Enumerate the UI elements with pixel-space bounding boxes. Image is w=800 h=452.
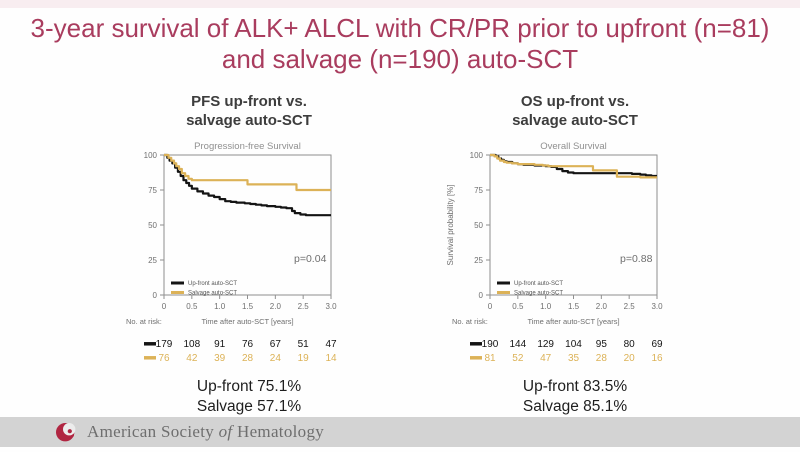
svg-text:Time after auto-SCT [years]: Time after auto-SCT [years] xyxy=(201,317,293,326)
os-kaplan-meier-chart: Overall Survival Survival probability [%]… xyxy=(446,141,663,364)
svg-text:47: 47 xyxy=(540,353,552,364)
pfs-chart-block: PFS up-front vs. salvage auto-SCT Progre… xyxy=(114,92,384,417)
svg-text:50: 50 xyxy=(474,221,483,230)
svg-text:0: 0 xyxy=(479,291,484,300)
top-accent-strip xyxy=(0,0,800,8)
pfs-chart-heading: PFS up-front vs. salvage auto-SCT xyxy=(114,92,384,130)
os-chart-block: OS up-front vs. salvage auto-SCT Overall… xyxy=(440,92,710,417)
svg-text:1.0: 1.0 xyxy=(214,302,226,311)
slide-title-line1: 3-year survival of ALK+ ALCL with CR/PR … xyxy=(30,13,770,43)
svg-text:0: 0 xyxy=(162,302,167,311)
svg-text:p=0.88: p=0.88 xyxy=(620,253,653,265)
svg-text:Salvage auto-SCT: Salvage auto-SCT xyxy=(514,291,563,297)
svg-text:100: 100 xyxy=(470,151,484,160)
svg-text:35: 35 xyxy=(568,353,580,364)
pfs-summary-salvage: Salvage 57.1% xyxy=(196,398,302,415)
svg-text:25: 25 xyxy=(474,256,483,265)
pfs-summary-upfront: Up-front 75.1% xyxy=(196,378,302,395)
svg-text:190: 190 xyxy=(482,339,499,350)
svg-text:Progression-free Survival: Progression-free Survival xyxy=(194,141,301,152)
svg-text:75: 75 xyxy=(148,186,157,195)
ash-footer-band: American Society of Hematology xyxy=(0,417,800,447)
svg-text:p=0.04: p=0.04 xyxy=(294,253,327,265)
slide-title: 3-year survival of ALK+ ALCL with CR/PR … xyxy=(0,13,800,75)
svg-text:95: 95 xyxy=(596,339,608,350)
svg-text:80: 80 xyxy=(624,339,636,350)
svg-text:3.0: 3.0 xyxy=(325,302,337,311)
svg-text:144: 144 xyxy=(509,339,526,350)
pfs-heading-line2: salvage auto-SCT xyxy=(186,112,312,129)
svg-text:75: 75 xyxy=(474,186,483,195)
svg-text:81: 81 xyxy=(484,353,496,364)
svg-text:14: 14 xyxy=(325,353,337,364)
svg-text:1.5: 1.5 xyxy=(242,302,254,311)
os-summary: Up-front 83.5% Salvage 85.1% xyxy=(440,377,710,417)
svg-text:76: 76 xyxy=(242,339,254,350)
svg-text:20: 20 xyxy=(624,353,636,364)
svg-text:91: 91 xyxy=(214,339,226,350)
svg-text:2.5: 2.5 xyxy=(624,302,636,311)
svg-text:47: 47 xyxy=(325,339,337,350)
svg-text:3.0: 3.0 xyxy=(651,302,663,311)
svg-text:0: 0 xyxy=(153,291,158,300)
org-name-part2: Hematology xyxy=(232,422,325,441)
svg-text:51: 51 xyxy=(298,339,310,350)
svg-text:76: 76 xyxy=(158,353,170,364)
svg-text:Overall Survival: Overall Survival xyxy=(540,141,607,152)
svg-text:129: 129 xyxy=(537,339,554,350)
svg-text:0.5: 0.5 xyxy=(512,302,524,311)
slide-title-line2: and salvage (n=190) auto-SCT xyxy=(221,44,579,74)
org-name-of: of xyxy=(218,422,233,441)
svg-text:28: 28 xyxy=(596,353,608,364)
svg-text:Up-front auto-SCT: Up-front auto-SCT xyxy=(514,281,563,287)
svg-text:67: 67 xyxy=(270,339,282,350)
svg-text:19: 19 xyxy=(298,353,310,364)
svg-text:2.0: 2.0 xyxy=(270,302,282,311)
svg-text:179: 179 xyxy=(156,339,173,350)
svg-text:69: 69 xyxy=(651,339,663,350)
svg-text:0.5: 0.5 xyxy=(186,302,198,311)
svg-text:39: 39 xyxy=(214,353,226,364)
svg-text:52: 52 xyxy=(512,353,524,364)
svg-text:2.0: 2.0 xyxy=(596,302,608,311)
svg-text:Up-front auto-SCT: Up-front auto-SCT xyxy=(188,281,237,287)
org-name-part1: American Society xyxy=(87,422,219,441)
svg-text:42: 42 xyxy=(186,353,198,364)
svg-text:No. at risk:: No. at risk: xyxy=(126,317,162,326)
pfs-heading-line1: PFS up-front vs. xyxy=(191,93,307,110)
svg-text:104: 104 xyxy=(565,339,582,350)
os-heading-line1: OS up-front vs. xyxy=(520,93,630,110)
svg-text:28: 28 xyxy=(242,353,254,364)
svg-text:0: 0 xyxy=(488,302,493,311)
ash-org-name: American Society of Hematology xyxy=(87,422,324,442)
svg-text:1.0: 1.0 xyxy=(540,302,552,311)
os-summary-salvage: Salvage 85.1% xyxy=(522,398,628,415)
os-chart-heading: OS up-front vs. salvage auto-SCT xyxy=(440,92,710,130)
svg-text:Time after auto-SCT [years]: Time after auto-SCT [years] xyxy=(527,317,619,326)
svg-text:16: 16 xyxy=(651,353,663,364)
svg-text:25: 25 xyxy=(148,256,157,265)
os-heading-line2: salvage auto-SCT xyxy=(512,112,638,129)
pfs-kaplan-meier-chart: Progression-free Survival 100 75 50 25 00 0.5 1… xyxy=(126,141,337,364)
svg-text:Survival probability [%]: Survival probability [%] xyxy=(446,185,455,266)
svg-text:50: 50 xyxy=(148,221,157,230)
ash-logo-icon xyxy=(55,421,77,443)
svg-text:108: 108 xyxy=(183,339,200,350)
svg-text:Salvage auto-SCT: Salvage auto-SCT xyxy=(188,291,237,297)
svg-text:1.5: 1.5 xyxy=(568,302,580,311)
svg-text:24: 24 xyxy=(270,353,282,364)
svg-text:No. at risk:: No. at risk: xyxy=(452,317,488,326)
svg-text:2.5: 2.5 xyxy=(298,302,310,311)
pfs-summary: Up-front 75.1% Salvage 57.1% xyxy=(114,377,384,417)
os-summary-upfront: Up-front 83.5% xyxy=(522,378,628,395)
svg-text:100: 100 xyxy=(144,151,158,160)
